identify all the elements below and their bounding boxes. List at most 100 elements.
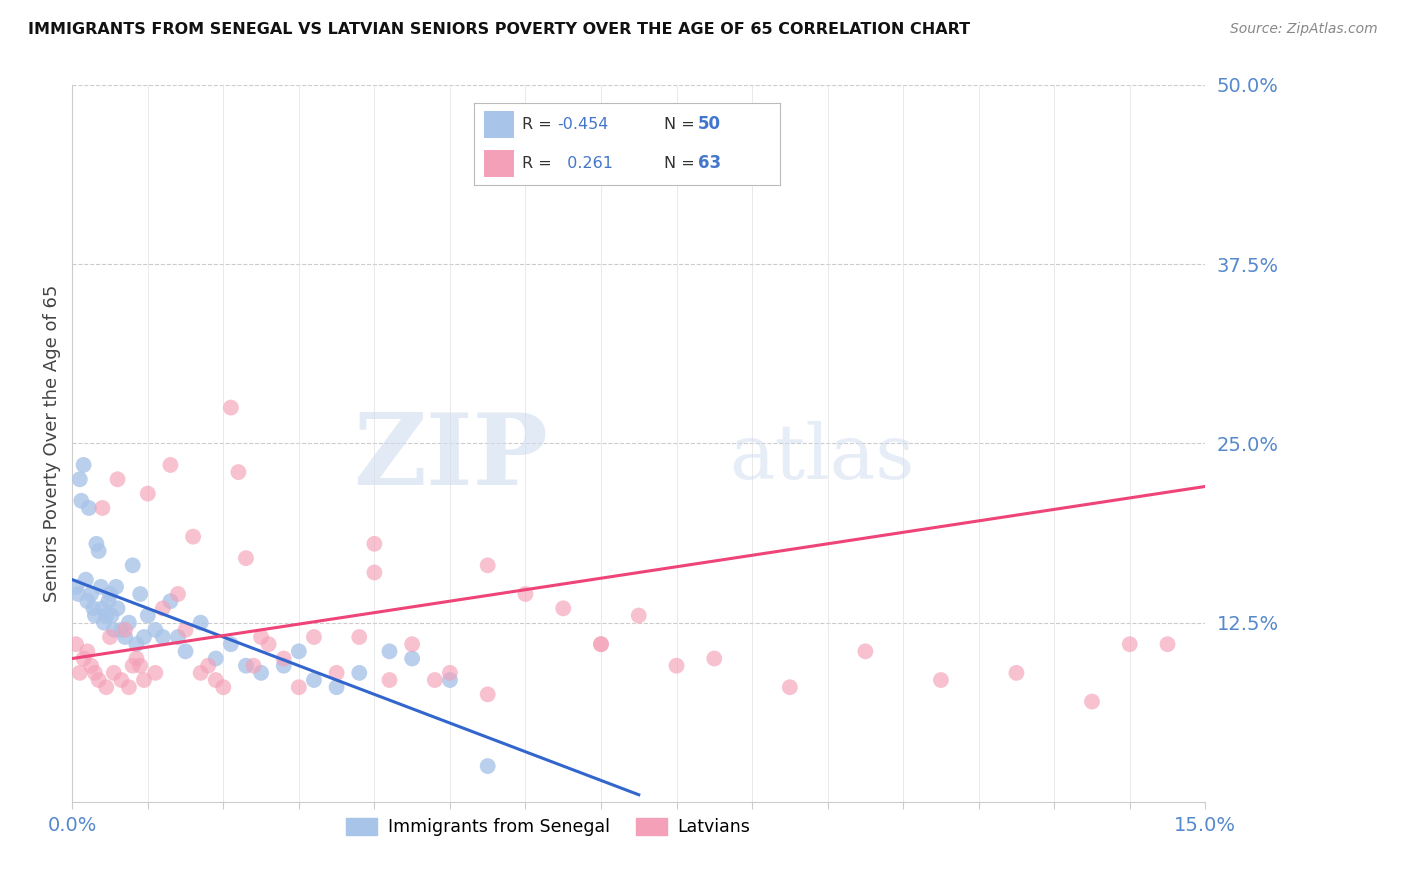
- Point: [75, 573, 97, 587]
- Point: [401, 637, 423, 651]
- Point: [853, 644, 876, 658]
- Point: [439, 665, 461, 680]
- Point: [86, 537, 108, 551]
- Point: [114, 630, 136, 644]
- Point: [439, 673, 461, 687]
- Point: [87, 673, 110, 687]
- Point: [779, 680, 801, 694]
- Point: [103, 665, 125, 680]
- Point: [125, 637, 148, 651]
- Point: [477, 558, 499, 573]
- Point: [72, 651, 94, 665]
- Point: [273, 651, 295, 665]
- Point: [219, 637, 242, 651]
- Point: [87, 544, 110, 558]
- Point: [96, 680, 118, 694]
- Point: [100, 608, 122, 623]
- Point: [98, 630, 121, 644]
- Point: [159, 458, 181, 472]
- Point: [69, 665, 91, 680]
- Point: [98, 587, 121, 601]
- Point: [72, 458, 94, 472]
- Point: [65, 580, 87, 594]
- Point: [257, 637, 280, 651]
- Point: [67, 587, 90, 601]
- Point: [110, 623, 132, 637]
- Point: [1081, 694, 1104, 708]
- Point: [242, 658, 264, 673]
- Point: [363, 537, 385, 551]
- Point: [121, 658, 143, 673]
- Point: [212, 680, 235, 694]
- Point: [235, 551, 257, 566]
- Point: [65, 637, 87, 651]
- Point: [204, 673, 226, 687]
- Point: [197, 658, 219, 673]
- Point: [110, 673, 132, 687]
- Point: [129, 587, 152, 601]
- Point: [132, 673, 155, 687]
- Point: [83, 608, 105, 623]
- Point: [103, 623, 125, 637]
- Point: [250, 665, 273, 680]
- Point: [1005, 665, 1028, 680]
- Point: [80, 587, 103, 601]
- Point: [363, 566, 385, 580]
- Point: [273, 658, 295, 673]
- Point: [167, 630, 190, 644]
- Point: [325, 680, 347, 694]
- Point: [288, 680, 311, 694]
- Point: [132, 630, 155, 644]
- Point: [76, 644, 98, 658]
- Point: [627, 608, 650, 623]
- Point: [152, 630, 174, 644]
- Point: [477, 687, 499, 701]
- Point: [114, 623, 136, 637]
- Point: [77, 500, 100, 515]
- Point: [118, 615, 141, 630]
- Point: [159, 594, 181, 608]
- Point: [665, 658, 688, 673]
- Point: [91, 601, 114, 615]
- Point: [378, 644, 401, 658]
- Point: [82, 601, 104, 615]
- Point: [1156, 637, 1178, 651]
- Point: [93, 615, 115, 630]
- Point: [69, 472, 91, 486]
- Text: IMMIGRANTS FROM SENEGAL VS LATVIAN SENIORS POVERTY OVER THE AGE OF 65 CORRELATIO: IMMIGRANTS FROM SENEGAL VS LATVIAN SENIO…: [28, 22, 970, 37]
- Point: [107, 472, 129, 486]
- Point: [703, 651, 725, 665]
- Legend: Immigrants from Senegal, Latvians: Immigrants from Senegal, Latvians: [339, 812, 758, 844]
- Point: [401, 651, 423, 665]
- Point: [288, 644, 311, 658]
- Point: [136, 608, 159, 623]
- Point: [219, 401, 242, 415]
- Point: [302, 673, 325, 687]
- Point: [105, 580, 128, 594]
- Point: [515, 587, 537, 601]
- Point: [76, 594, 98, 608]
- Point: [1119, 637, 1142, 651]
- Point: [143, 623, 166, 637]
- Point: [143, 665, 166, 680]
- Point: [136, 486, 159, 500]
- Point: [174, 644, 197, 658]
- Point: [190, 615, 212, 630]
- Point: [96, 608, 118, 623]
- Text: ZIP: ZIP: [353, 409, 548, 507]
- Point: [349, 630, 371, 644]
- Point: [125, 651, 148, 665]
- Point: [204, 651, 226, 665]
- Text: Source: ZipAtlas.com: Source: ZipAtlas.com: [1230, 22, 1378, 37]
- Point: [91, 500, 114, 515]
- Point: [349, 665, 371, 680]
- Point: [121, 558, 143, 573]
- Point: [97, 594, 120, 608]
- Point: [423, 673, 446, 687]
- Point: [250, 630, 273, 644]
- Point: [553, 601, 575, 615]
- Point: [83, 665, 105, 680]
- Point: [80, 658, 103, 673]
- Point: [129, 658, 152, 673]
- Point: [378, 673, 401, 687]
